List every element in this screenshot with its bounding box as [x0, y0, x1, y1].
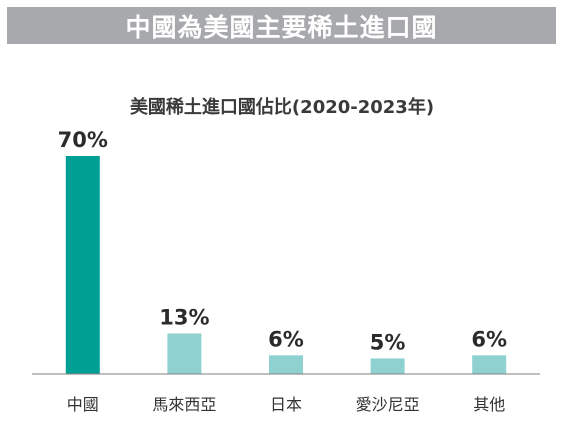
chart-title: 美國稀土進口國佔比(2020-2023年) [129, 97, 435, 118]
category-label-3: 日本 [270, 395, 302, 414]
bar-3 [269, 355, 303, 374]
value-label-2: 13% [159, 306, 209, 330]
category-label-2: 馬來西亞 [152, 395, 216, 414]
value-label-3: 6% [268, 327, 304, 351]
category-label-4: 愛沙尼亞 [356, 395, 420, 414]
bar-2 [167, 333, 202, 374]
value-label-5: 6% [471, 327, 507, 351]
bar-4 [370, 358, 405, 374]
bar-5 [472, 355, 507, 374]
banner-title: 中國為美國主要稀土進口國 [7, 7, 556, 44]
bar-1 [65, 156, 100, 374]
category-label-5: 其他 [473, 395, 505, 414]
value-label-1: 70% [58, 128, 108, 152]
value-label-4: 5% [370, 330, 406, 354]
category-label-1: 中國 [67, 395, 99, 414]
